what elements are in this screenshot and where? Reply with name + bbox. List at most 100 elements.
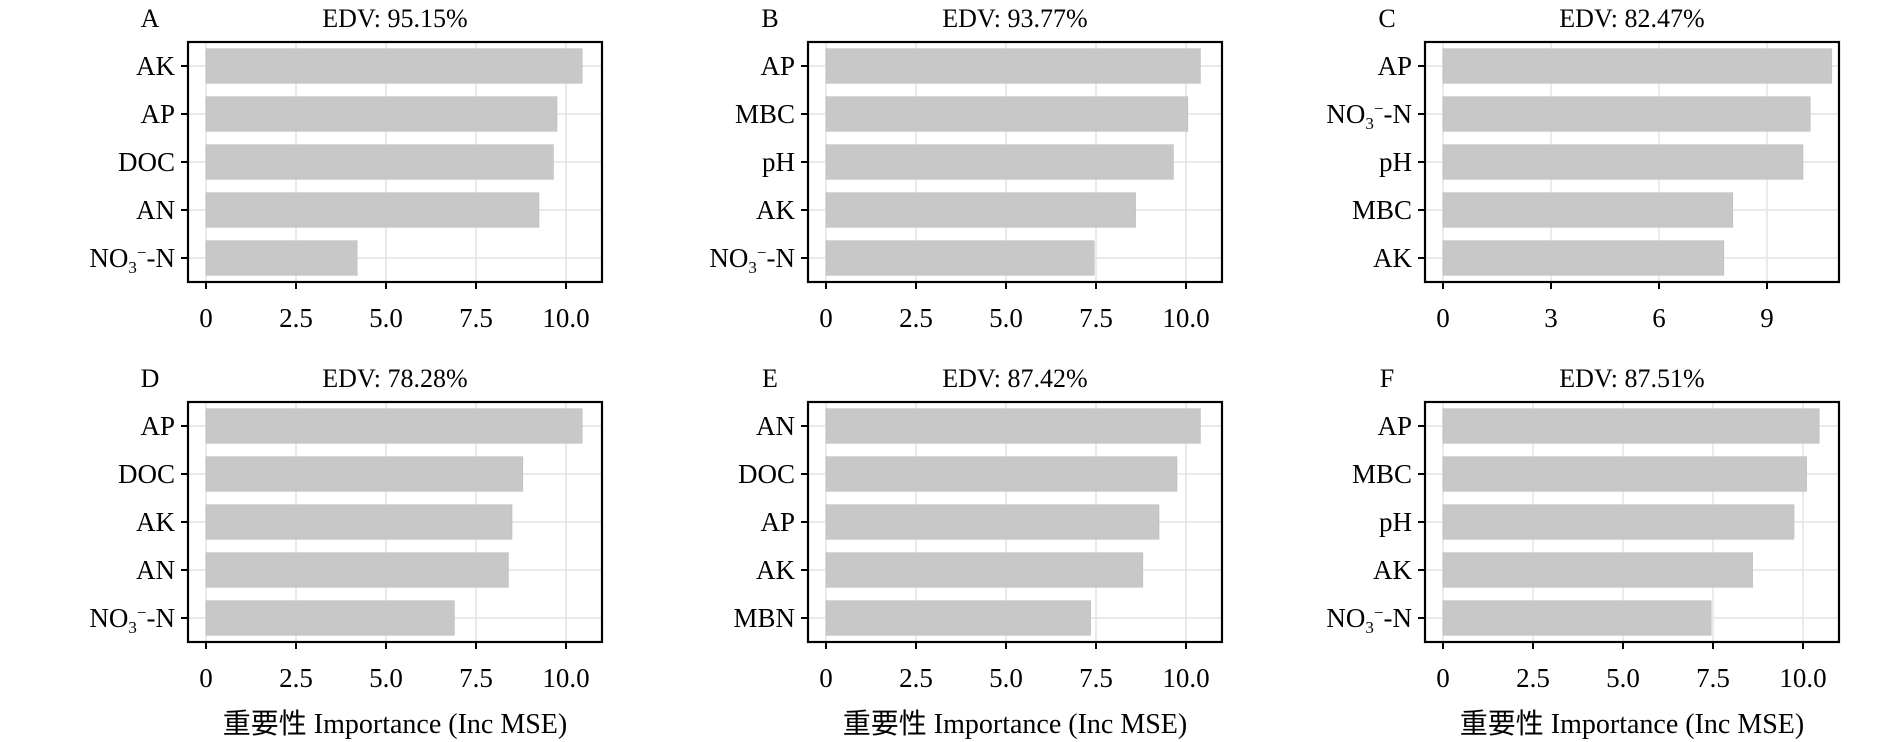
- x-tick-label: 0: [199, 663, 213, 693]
- x-tick-label: 6: [1652, 303, 1666, 333]
- panel-e: E EDV: 87.42% AN DOC AP AK MBN 0 2.5 5.0 7.5 10.0 重要…: [733, 364, 1224, 740]
- bar: [1442, 144, 1804, 180]
- bar: [205, 240, 358, 276]
- panel-letter: D: [141, 364, 160, 393]
- panel-title: EDV: 93.77%: [942, 4, 1087, 33]
- bar: [1442, 96, 1811, 132]
- x-tick-label: 0: [819, 663, 833, 693]
- category-label: AK: [1373, 555, 1412, 585]
- category-label: AN: [136, 555, 175, 585]
- bar: [205, 456, 524, 492]
- x-tick-label: 2.5: [279, 303, 313, 333]
- x-tick-label: 2.5: [279, 663, 313, 693]
- category-label: pH: [762, 147, 795, 177]
- bar: [825, 144, 1174, 180]
- x-tick-label: 10.0: [542, 663, 589, 693]
- x-tick-label: 5.0: [989, 303, 1023, 333]
- panel-f: F EDV: 87.51% AP MBC pH AK NO3−-N 0 2.5 5.0 7.5 10.…: [1326, 364, 1841, 740]
- x-axis-label: 重要性 Importance (Inc MSE): [223, 708, 567, 740]
- category-label: AP: [760, 507, 795, 537]
- category-label: DOC: [118, 459, 175, 489]
- panel-d: D EDV: 78.28% AP DOC AK AN NO3−-N 0 2.5 5.0 7.5 10.…: [89, 364, 604, 740]
- x-tick-label: 0: [819, 303, 833, 333]
- x-tick-label: 3: [1544, 303, 1558, 333]
- panel-b: B EDV: 93.77% AP MBC pH AK NO3−-N 0 2.5 5.0 7.5 10.…: [709, 4, 1224, 333]
- panel-title: EDV: 87.51%: [1559, 364, 1704, 393]
- panel-letter: F: [1380, 364, 1394, 393]
- bar: [205, 144, 554, 180]
- x-axis-label: 重要性 Importance (Inc MSE): [1460, 708, 1804, 740]
- category-label: AP: [760, 51, 795, 81]
- bar: [825, 456, 1178, 492]
- panel-letter: B: [761, 4, 778, 33]
- x-tick-label: 2.5: [899, 663, 933, 693]
- category-label: MBN: [733, 603, 795, 633]
- bar: [1442, 504, 1795, 540]
- bar: [205, 504, 513, 540]
- bar: [205, 408, 583, 444]
- x-tick-label: 7.5: [1079, 663, 1113, 693]
- panel-title: EDV: 82.47%: [1559, 4, 1704, 33]
- bar: [205, 48, 583, 84]
- bar: [1442, 552, 1753, 588]
- x-tick-label: 5.0: [369, 303, 403, 333]
- panel-letter: A: [141, 4, 160, 33]
- category-label: NO3−-N: [89, 603, 175, 637]
- x-tick-label: 9: [1760, 303, 1774, 333]
- bar: [825, 600, 1091, 636]
- x-tick-label: 10.0: [1162, 663, 1209, 693]
- bar: [825, 504, 1160, 540]
- panel-title: EDV: 87.42%: [942, 364, 1087, 393]
- category-label: MBC: [1352, 195, 1412, 225]
- panel-a: A EDV: 95.15% AK AP DOC AN NO3−-N 0 2.5 5.0 7.5 10.…: [89, 4, 604, 333]
- category-label: pH: [1379, 147, 1412, 177]
- x-tick-label: 5.0: [369, 663, 403, 693]
- bar: [825, 48, 1201, 84]
- category-label: NO3−-N: [709, 243, 795, 277]
- category-label: AK: [756, 195, 795, 225]
- category-label: AP: [140, 99, 175, 129]
- bar: [1442, 48, 1833, 84]
- panel-title: EDV: 95.15%: [322, 4, 467, 33]
- bar: [205, 192, 540, 228]
- x-tick-label: 2.5: [899, 303, 933, 333]
- category-label: NO3−-N: [89, 243, 175, 277]
- x-tick-label: 7.5: [459, 663, 493, 693]
- panel-letter: E: [762, 364, 778, 393]
- bar: [1442, 408, 1820, 444]
- x-tick-label: 0: [1436, 663, 1450, 693]
- category-label: NO3−-N: [1326, 603, 1412, 637]
- category-label: DOC: [738, 459, 795, 489]
- category-label: AK: [136, 51, 175, 81]
- x-tick-label: 7.5: [459, 303, 493, 333]
- x-tick-label: 0: [199, 303, 213, 333]
- bar: [1442, 456, 1807, 492]
- category-label: DOC: [118, 147, 175, 177]
- x-tick-label: 5.0: [989, 663, 1023, 693]
- panel-letter: C: [1378, 4, 1395, 33]
- x-tick-label: 5.0: [1606, 663, 1640, 693]
- bar: [1442, 240, 1725, 276]
- category-label: pH: [1379, 507, 1412, 537]
- bar: [205, 96, 558, 132]
- category-label: NO3−-N: [1326, 99, 1412, 133]
- bar: [825, 552, 1144, 588]
- category-label: MBC: [1352, 459, 1412, 489]
- x-tick-label: 10.0: [1162, 303, 1209, 333]
- x-tick-label: 10.0: [1779, 663, 1826, 693]
- x-tick-label: 0: [1436, 303, 1450, 333]
- category-label: AN: [756, 411, 795, 441]
- category-label: AK: [136, 507, 175, 537]
- bar: [825, 240, 1095, 276]
- bar: [825, 96, 1189, 132]
- panel-title: EDV: 78.28%: [322, 364, 467, 393]
- category-label: AK: [1373, 243, 1412, 273]
- category-label: MBC: [735, 99, 795, 129]
- x-tick-label: 2.5: [1516, 663, 1550, 693]
- bar: [1442, 192, 1734, 228]
- category-label: AK: [756, 555, 795, 585]
- x-tick-label: 7.5: [1696, 663, 1730, 693]
- x-tick-label: 10.0: [542, 303, 589, 333]
- bar: [825, 192, 1136, 228]
